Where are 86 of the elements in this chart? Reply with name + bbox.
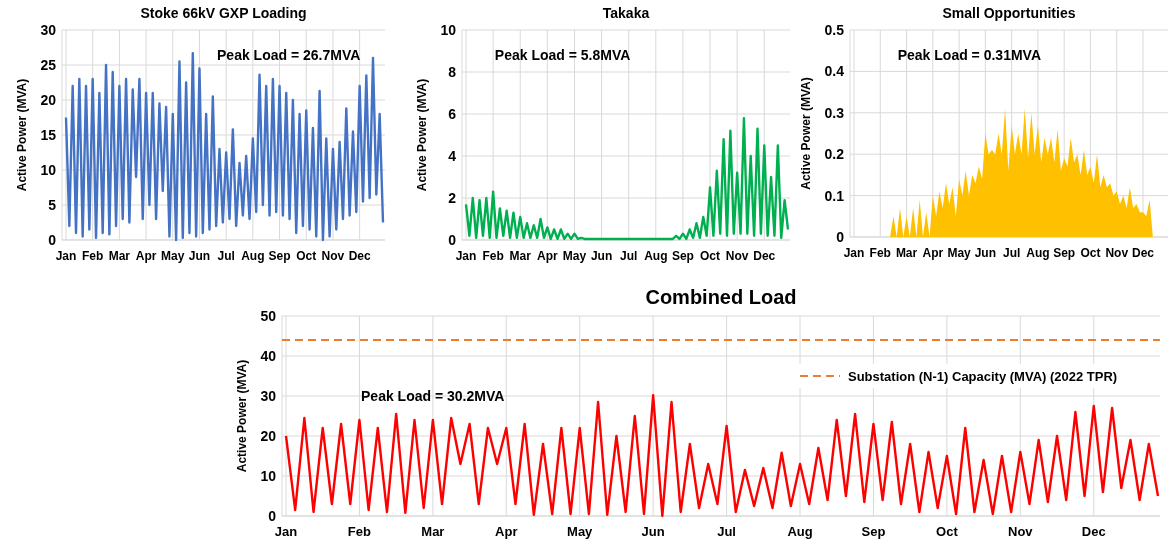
x-tick-label: Mar xyxy=(895,246,918,260)
y-tick-label: 4 xyxy=(448,147,457,164)
chart-title: Combined Load xyxy=(645,286,797,308)
y-tick-label: 0.2 xyxy=(824,146,845,163)
y-tick-label: 0 xyxy=(268,507,277,524)
x-tick-label: Aug xyxy=(787,524,813,539)
x-tick-label: Jul xyxy=(620,249,638,263)
x-tick-label: Feb xyxy=(347,524,372,539)
x-tick-label: Aug xyxy=(1026,246,1050,260)
y-axis-title: Active Power (MVA) xyxy=(235,359,249,473)
y-tick-label: 0.3 xyxy=(824,104,845,121)
x-tick-label: Nov xyxy=(725,249,749,263)
y-tick-label: 8 xyxy=(448,63,457,80)
x-tick-label: Jul xyxy=(217,249,235,263)
x-tick-label: Nov xyxy=(321,249,345,263)
x-tick-label: Jun xyxy=(188,249,211,263)
x-tick-label: Jan xyxy=(274,524,298,539)
x-tick-label: Apr xyxy=(495,524,518,539)
x-tick-label: May xyxy=(947,246,972,260)
x-tick-label: Dec xyxy=(1132,246,1155,260)
x-tick-label: May xyxy=(161,249,185,263)
x-tick-label: Feb xyxy=(482,249,504,263)
x-tick-label: Jun xyxy=(641,524,665,539)
y-tick-label: 10 xyxy=(440,21,457,38)
x-tick-label: Jul xyxy=(717,524,736,539)
y-tick-label: 0 xyxy=(836,228,845,245)
x-tick-label: Apr xyxy=(537,249,559,263)
y-tick-label: 15 xyxy=(40,126,57,143)
x-tick-label: Sep xyxy=(268,249,291,263)
y-tick-label: 20 xyxy=(260,427,277,444)
x-tick-label: Jul xyxy=(1002,246,1021,260)
x-tick-label: Feb xyxy=(869,246,891,260)
y-tick-label: 0 xyxy=(48,231,57,248)
x-tick-label: Apr xyxy=(135,249,157,263)
y-tick-label: 40 xyxy=(260,347,277,364)
x-tick-label: May xyxy=(562,249,587,263)
chart-title: Stoke 66kV GXP Loading xyxy=(140,5,307,21)
x-tick-label: Oct xyxy=(936,524,959,539)
x-tick-label: Mar xyxy=(421,524,445,539)
y-tick-label: 10 xyxy=(260,467,277,484)
x-tick-label: Apr xyxy=(922,246,944,260)
x-tick-label: Mar xyxy=(509,249,532,263)
x-tick-label: Mar xyxy=(108,249,131,263)
x-tick-label: Nov xyxy=(1105,246,1129,260)
annotation: Peak Load = 30.2MVA xyxy=(361,387,505,404)
y-tick-label: 5 xyxy=(48,196,57,213)
y-tick-label: 25 xyxy=(40,56,57,73)
legend-label: Substation (N-1) Capacity (MVA) (2022 TPR) xyxy=(848,368,1118,384)
x-tick-label: Jan xyxy=(843,246,865,260)
x-tick-label: Dec xyxy=(348,249,371,263)
x-tick-label: Oct xyxy=(296,249,317,263)
x-tick-label: Jun xyxy=(590,249,613,263)
y-tick-label: 0.4 xyxy=(824,63,845,80)
annotation: Peak Load = 26.7MVA xyxy=(217,47,361,64)
y-tick-label: 0.5 xyxy=(824,21,845,38)
y-tick-label: 0 xyxy=(448,231,457,248)
y-tick-label: 50 xyxy=(260,307,277,324)
x-tick-label: May xyxy=(567,524,594,539)
annotation: Peak Load = 5.8MVA xyxy=(494,47,631,64)
y-tick-label: 20 xyxy=(40,91,57,108)
x-tick-label: Jan xyxy=(55,249,77,263)
x-tick-label: Feb xyxy=(82,249,104,263)
x-tick-label: Jun xyxy=(974,246,997,260)
y-tick-label: 30 xyxy=(40,21,57,38)
y-tick-label: 30 xyxy=(260,387,277,404)
x-tick-label: Sep xyxy=(861,524,886,539)
x-tick-label: Nov xyxy=(1008,524,1034,539)
y-tick-label: 2 xyxy=(448,189,457,206)
y-axis-title: Active Power (MVA) xyxy=(799,77,813,190)
y-tick-label: 0.1 xyxy=(824,187,845,204)
x-tick-label: Aug xyxy=(241,249,265,263)
x-tick-label: Oct xyxy=(700,249,721,263)
x-tick-label: Sep xyxy=(1053,246,1076,260)
y-axis-title: Active Power (MVA) xyxy=(415,78,429,192)
y-axis-title: Active Power (MVA) xyxy=(15,78,29,192)
x-tick-label: Aug xyxy=(644,249,668,263)
chart-title: Takaka xyxy=(602,5,650,21)
x-tick-label: Sep xyxy=(671,249,694,263)
x-tick-label: Dec xyxy=(1081,524,1106,539)
x-tick-label: Oct xyxy=(1080,246,1101,260)
chart-title: Small Opportunities xyxy=(942,5,1076,21)
x-tick-label: Jan xyxy=(455,249,477,263)
y-tick-label: 6 xyxy=(448,105,457,122)
annotation: Peak Load = 0.31MVA xyxy=(897,46,1042,63)
y-tick-label: 10 xyxy=(40,161,57,178)
x-tick-label: Dec xyxy=(753,249,776,263)
